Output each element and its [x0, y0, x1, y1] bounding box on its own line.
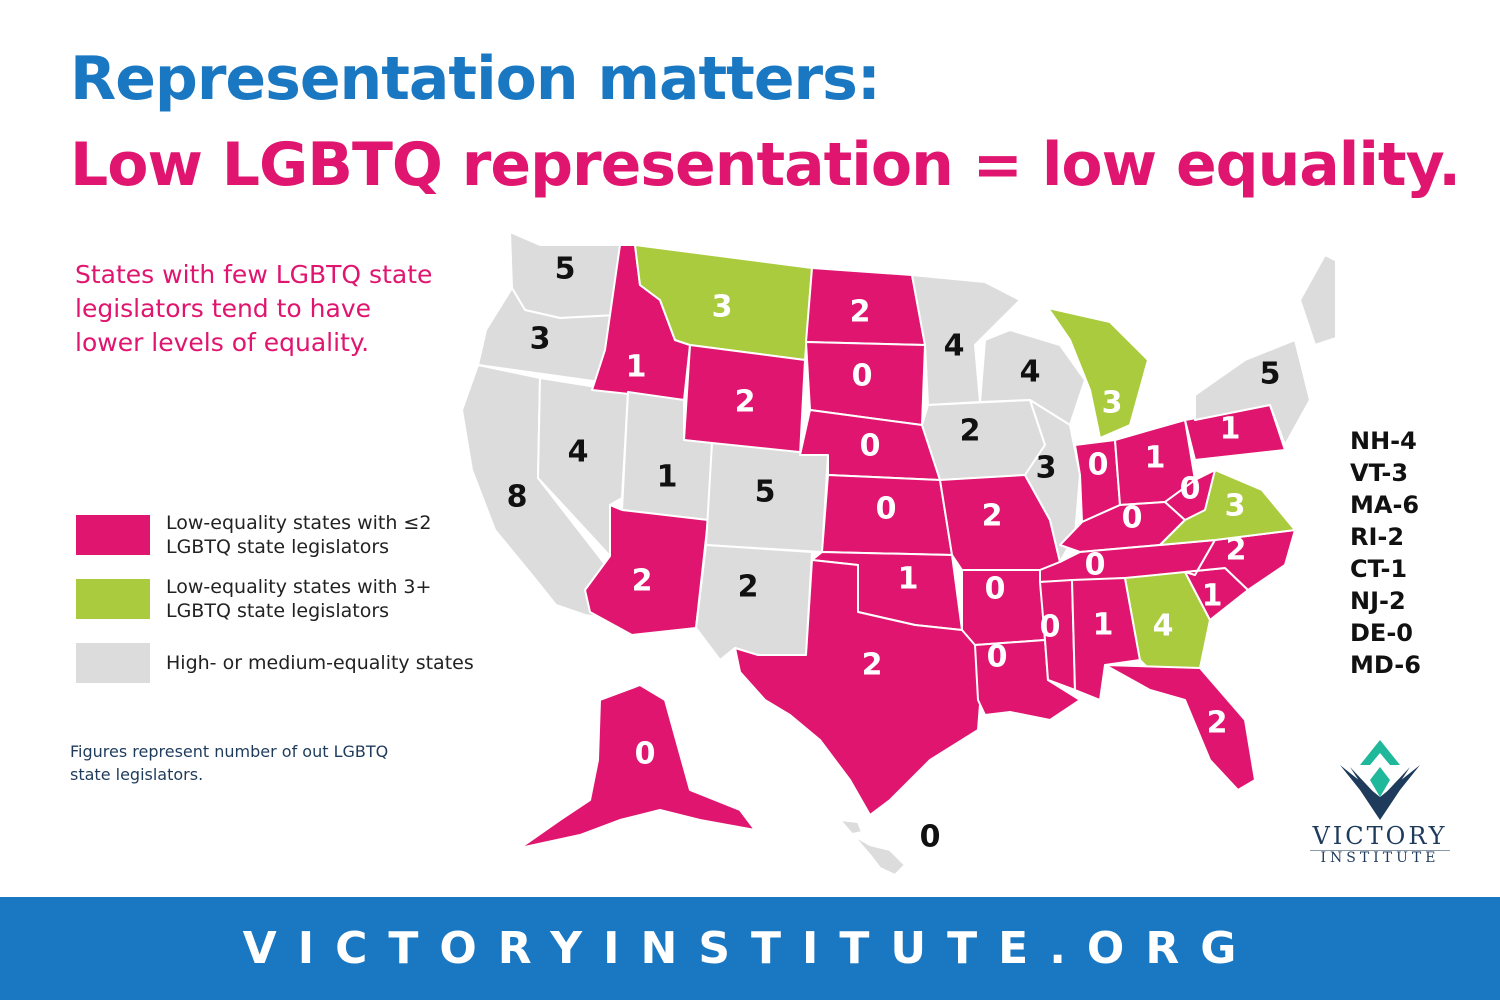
northeast-list-item: MD-6 [1350, 651, 1421, 679]
legend-item-low-few: Low-equality states with ≤2 LGBTQ state … [76, 510, 496, 560]
footer-url-link[interactable]: VICTORYINSTITUTE.ORG [242, 923, 1258, 974]
state-wv [1164, 469, 1216, 521]
state-value-az: 2 [632, 564, 653, 599]
state-value-ny: 5 [1260, 357, 1281, 392]
northeast-list-item: DE-0 [1350, 619, 1413, 647]
state-value-nm: 2 [738, 570, 759, 605]
state-value-ms: 0 [1040, 610, 1061, 645]
legend-item-high-medium: High- or medium-equality states [76, 638, 496, 688]
footer-bar: VICTORYINSTITUTE.ORG [0, 897, 1500, 1000]
state-fl [1104, 664, 1256, 791]
state-value-nd: 2 [850, 295, 871, 330]
northeast-list-item: CT-1 [1350, 555, 1408, 583]
state-ia [921, 399, 1046, 481]
state-value-or: 3 [530, 322, 551, 357]
state-value-il: 3 [1036, 451, 1057, 486]
legend-swatch-low-few [76, 515, 150, 555]
state-value-wv: 0 [1180, 472, 1201, 507]
state-value-ks: 0 [876, 492, 897, 527]
state-value-nv: 4 [568, 435, 589, 470]
state-value-la: 0 [987, 640, 1008, 675]
state-value-ia: 2 [960, 414, 981, 449]
state-value-ne: 0 [860, 429, 881, 464]
state-value-fl: 2 [1207, 706, 1228, 741]
state-value-ca: 8 [507, 480, 528, 515]
state-value-al: 1 [1093, 608, 1114, 643]
state-value-pa: 1 [1220, 412, 1241, 447]
state-value-id: 1 [626, 350, 647, 385]
state-wi [979, 329, 1086, 426]
state-ny [1194, 339, 1311, 446]
state-value-wa: 5 [555, 252, 576, 287]
state-value-mn: 4 [944, 329, 965, 364]
northeast-list-item: RI-2 [1350, 523, 1405, 551]
title-line-1: Representation matters: [70, 44, 881, 114]
legend-label: High- or medium-equality states [166, 652, 474, 674]
legend-swatch-high-medium [76, 643, 150, 683]
logo-name: VICTORY [1312, 822, 1448, 850]
northeast-list-item: NJ-2 [1350, 587, 1406, 615]
state-mi [1047, 307, 1149, 439]
logo-subtitle: INSTITUTE [1320, 850, 1440, 866]
state-value-sd: 0 [852, 359, 873, 394]
legend-label: Low-equality states with 3+ LGBTQ state … [166, 576, 432, 622]
logo-divider [1310, 850, 1450, 851]
state-tx [734, 559, 986, 816]
northeast-list-item: MA-6 [1350, 491, 1420, 519]
state-ms [1039, 579, 1076, 691]
state-value-tx: 2 [862, 648, 883, 683]
state-value-mo: 2 [982, 499, 1003, 534]
state-value-tn: 0 [1085, 548, 1106, 583]
state-value-ky: 0 [1122, 501, 1143, 536]
state-value-oh: 1 [1145, 441, 1166, 476]
state-mn [911, 274, 1021, 406]
state-value-wy: 2 [735, 385, 756, 420]
us-map: 5384132125220001242200433010001421230155… [461, 231, 1335, 876]
northeast-values-list: NH-4 VT-3 MA-6 RI-2 CT-1 NJ-2 DE-0 MD-6 [1350, 425, 1470, 681]
state-value-ok: 1 [898, 562, 919, 597]
footnote: Figures represent number of out LGBTQ st… [70, 742, 389, 784]
northeast-list-item: VT-3 [1350, 459, 1409, 487]
legend-swatch-low-many [76, 579, 150, 619]
state-value-hi: 0 [920, 820, 941, 855]
state-me [1299, 254, 1335, 346]
state-value-va: 3 [1225, 489, 1246, 524]
northeast-list-item: NH-4 [1350, 427, 1417, 455]
state-hi [839, 819, 906, 876]
state-value-ut: 1 [657, 460, 678, 495]
legend-label: Low-equality states with ≤2 LGBTQ state … [166, 512, 432, 558]
state-value-nc: 2 [1226, 533, 1247, 568]
victory-chevron-logo-icon [1340, 740, 1420, 820]
legend-item-low-many: Low-equality states with 3+ LGBTQ state … [76, 574, 496, 624]
state-value-ga: 4 [1153, 609, 1174, 644]
state-value-co: 5 [755, 475, 776, 510]
state-value-wi: 4 [1020, 355, 1041, 390]
state-value-ak: 0 [635, 737, 656, 772]
state-value-in: 0 [1088, 448, 1109, 483]
state-value-mt: 3 [712, 290, 733, 325]
legend: Low-equality states with ≤2 LGBTQ state … [76, 510, 496, 702]
intro-text: States with few LGBTQ state legislators … [75, 260, 433, 357]
state-value-ar: 0 [985, 572, 1006, 607]
title-line-2: Low LGBTQ representation = low equality. [70, 130, 1461, 200]
state-value-sc: 1 [1202, 579, 1223, 614]
state-ak [519, 684, 756, 849]
state-value-mi: 3 [1102, 386, 1123, 421]
